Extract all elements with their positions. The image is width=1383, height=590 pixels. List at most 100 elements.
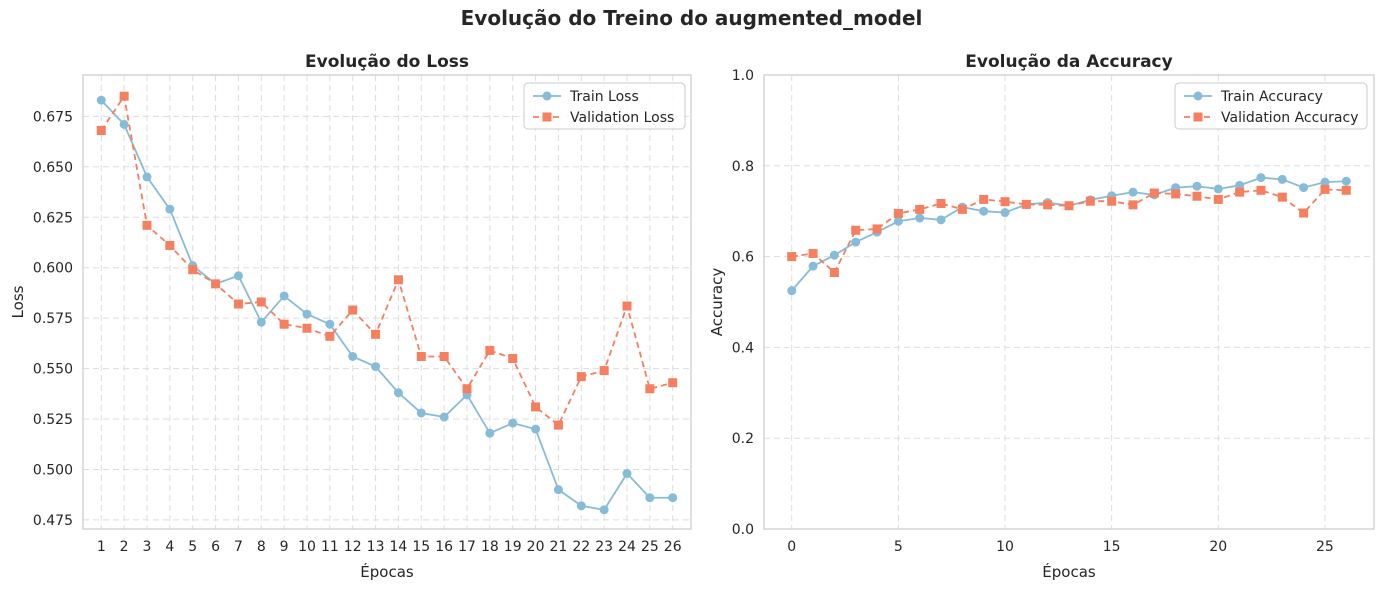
data-point xyxy=(1192,181,1202,191)
data-point xyxy=(142,172,152,182)
data-point xyxy=(1149,188,1159,198)
data-point xyxy=(1277,192,1287,202)
data-point xyxy=(233,271,243,281)
data-point xyxy=(1213,184,1223,194)
x-axis-label: Épocas xyxy=(360,562,414,581)
legend-label: Train Loss xyxy=(569,89,639,105)
data-point xyxy=(808,261,818,271)
data-point xyxy=(348,305,358,315)
data-point xyxy=(893,208,903,218)
x-tick-label: 5 xyxy=(188,539,197,555)
data-point xyxy=(1107,196,1117,206)
y-tick-label: 0.6 xyxy=(732,250,754,266)
chart-title: Evolução da Accuracy xyxy=(965,52,1172,72)
y-tick-label: 0.525 xyxy=(33,412,73,428)
legend-entry: Validation Loss xyxy=(533,110,674,126)
data-point xyxy=(829,267,839,277)
data-point xyxy=(1320,177,1330,187)
data-point xyxy=(371,362,381,372)
x-tick-label: 13 xyxy=(367,539,385,555)
series-validation-accuracy xyxy=(787,184,1351,277)
data-point xyxy=(1085,196,1095,206)
legend-box xyxy=(523,82,686,130)
loss-chart: 1 2 3 4 5 6 7 8 9 10 11 12 13 14 15 16 17 18 19 20 21 22 23 24 2… xyxy=(9,52,692,581)
data-point xyxy=(1256,173,1266,183)
x-tick-label: 15 xyxy=(412,539,430,555)
data-point xyxy=(256,317,266,327)
data-point xyxy=(915,204,925,214)
legend-marker xyxy=(542,91,552,101)
data-point xyxy=(1021,199,1031,209)
x-tick-label: 3 xyxy=(143,539,152,555)
data-point xyxy=(1128,187,1138,197)
data-point xyxy=(1000,197,1010,207)
data-point xyxy=(1235,180,1245,190)
y-tick-label: 0.625 xyxy=(33,210,73,226)
data-point xyxy=(645,493,655,503)
data-point xyxy=(96,125,106,135)
y-tick-label: 0.650 xyxy=(33,160,73,176)
data-point xyxy=(1341,185,1351,195)
x-tick-label: 17 xyxy=(458,539,476,555)
data-point xyxy=(893,216,903,226)
y-tick-label: 0.675 xyxy=(33,109,73,125)
data-point xyxy=(787,252,797,262)
data-point xyxy=(439,351,449,361)
legend: Train Loss Validation Loss xyxy=(523,82,686,130)
legend-box xyxy=(1174,82,1368,130)
y-tick-label: 0.475 xyxy=(33,513,73,529)
data-point xyxy=(485,428,495,438)
data-point xyxy=(553,485,563,495)
x-tick-label: 18 xyxy=(481,539,499,555)
accuracy-chart: 0 5 10 15 20 25 0.0 0.2 0.4 0.6 0.8 1.0 Evolução da … xyxy=(708,52,1375,581)
x-tick-label: 9 xyxy=(280,539,289,555)
legend: Train Accuracy Validation Accuracy xyxy=(1174,82,1368,130)
data-point xyxy=(96,95,106,105)
data-point xyxy=(872,224,882,234)
data-point xyxy=(462,384,472,394)
x-tick-label: 12 xyxy=(344,539,362,555)
axes-frame xyxy=(763,74,1375,530)
legend-entry: Train Loss xyxy=(533,89,639,105)
data-point xyxy=(1064,201,1074,211)
x-tick-label: 19 xyxy=(504,539,522,555)
x-tick-label: 14 xyxy=(390,539,408,555)
data-point xyxy=(302,309,312,319)
x-tick-label: 25 xyxy=(1316,539,1334,555)
data-point xyxy=(416,408,426,418)
y-tick-label: 0.500 xyxy=(33,462,73,478)
data-point xyxy=(371,329,381,339)
y-tick-label: 0.0 xyxy=(732,522,754,538)
data-point xyxy=(142,220,152,230)
x-tick-label: 21 xyxy=(550,539,568,555)
data-point xyxy=(851,225,861,235)
data-point xyxy=(936,198,946,208)
data-point xyxy=(325,319,335,329)
y-tick-label: 0.550 xyxy=(33,362,73,378)
data-point xyxy=(622,301,632,311)
x-tick-label: 2 xyxy=(120,539,129,555)
y-tick-label: 0.4 xyxy=(732,340,754,356)
y-tick-label: 0.575 xyxy=(33,311,73,327)
data-point xyxy=(645,384,655,394)
data-point xyxy=(668,493,678,503)
chart-title: Evolução do Loss xyxy=(305,52,469,72)
data-point xyxy=(1277,174,1287,184)
data-point xyxy=(576,501,586,511)
data-point xyxy=(1299,208,1309,218)
data-point xyxy=(416,351,426,361)
data-point xyxy=(599,366,609,376)
legend-label: Train Accuracy xyxy=(1220,89,1323,105)
x-tick-label: 11 xyxy=(321,539,339,555)
x-tick-label: 1 xyxy=(97,539,106,555)
data-point xyxy=(325,331,335,341)
data-point xyxy=(829,250,839,260)
x-tick-label: 16 xyxy=(435,539,453,555)
x-tick-label: 5 xyxy=(894,539,903,555)
data-point xyxy=(508,353,518,363)
series-validation-loss xyxy=(96,91,678,430)
data-point xyxy=(851,237,861,247)
data-point xyxy=(211,279,221,289)
legend-entry: Validation Accuracy xyxy=(1184,110,1359,126)
